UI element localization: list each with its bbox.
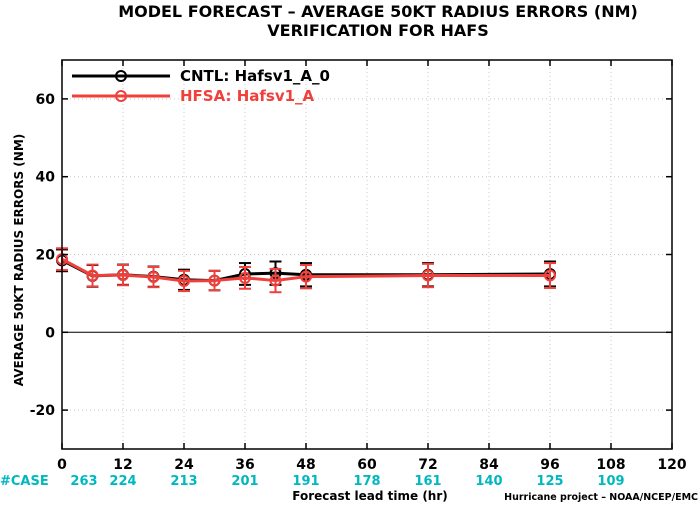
y-tick-label: 20: [36, 248, 56, 264]
case-count: 191: [292, 474, 319, 489]
legend-swatch-marker: [115, 70, 127, 82]
data-point: [147, 271, 160, 284]
legend-label: CNTL: Hafsv1_A_0: [180, 67, 330, 85]
case-count: 125: [536, 474, 563, 489]
x-tick-label: 36: [235, 457, 254, 473]
data-point: [208, 274, 221, 287]
case-count: 201: [231, 474, 258, 489]
y-tick-label: 0: [45, 325, 55, 341]
legend-label: HFSA: Hafsv1_A: [180, 87, 315, 105]
case-label: #CASE: [0, 474, 49, 489]
case-counts: 263 224 213 201 191 178 161 140 125 109: [70, 474, 624, 489]
case-count: 213: [170, 474, 197, 489]
case-count: 263: [70, 474, 97, 489]
y-tick-label: 40: [36, 170, 56, 186]
x-tick-label: 108: [596, 457, 625, 473]
x-tick-label: 72: [418, 457, 437, 473]
data-point: [300, 270, 312, 283]
grid: [62, 60, 672, 449]
case-count: 109: [597, 474, 624, 489]
x-tick-label: 120: [657, 457, 686, 473]
credit-text: Hurricane project – NOAA/NCEP/EMC: [504, 492, 698, 503]
case-count: 224: [109, 474, 136, 489]
x-tick-label: 84: [479, 457, 499, 473]
x-tick-label: 0: [57, 457, 67, 473]
case-count: 161: [414, 474, 441, 489]
y-tick-label: -20: [30, 403, 56, 419]
legend: CNTL: Hafsv1_A_0 HFSA: Hafsv1_A: [72, 67, 330, 105]
data-point: [544, 269, 556, 282]
x-axis-label: Forecast lead time (hr): [292, 489, 448, 503]
case-count: 178: [353, 474, 380, 489]
case-count: 140: [475, 474, 502, 489]
y-tick-label: 60: [36, 92, 56, 108]
data-point: [269, 274, 282, 287]
chart-title: MODEL FORECAST – AVERAGE 50KT RADIUS ERR…: [118, 2, 638, 21]
data-point: [239, 271, 251, 284]
x-tick-label: 48: [296, 457, 315, 473]
ticks-layer: 0 12 24 36 48 60 72 84 96 108 120 -20 0 20 40 60: [30, 60, 687, 473]
x-tick-label: 12: [113, 457, 132, 473]
x-tick-label: 96: [540, 457, 559, 473]
x-tick-label: 60: [357, 457, 377, 473]
data-point: [86, 269, 99, 282]
data-point: [422, 269, 434, 282]
x-tick-label: 24: [174, 457, 194, 473]
data-point: [178, 274, 190, 287]
data-point: [117, 269, 129, 282]
y-axis-label: AVERAGE 50KT RADIUS ERRORS (NM): [12, 134, 26, 386]
chart-subtitle: VERIFICATION FOR HAFS: [267, 21, 488, 40]
legend-swatch-marker: [115, 90, 127, 102]
